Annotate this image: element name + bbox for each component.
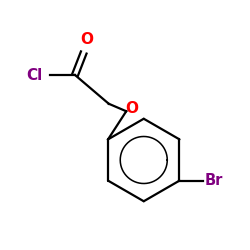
Text: O: O [80,32,93,48]
Text: O: O [125,101,138,116]
Text: Cl: Cl [26,68,42,82]
Text: Br: Br [204,173,223,188]
